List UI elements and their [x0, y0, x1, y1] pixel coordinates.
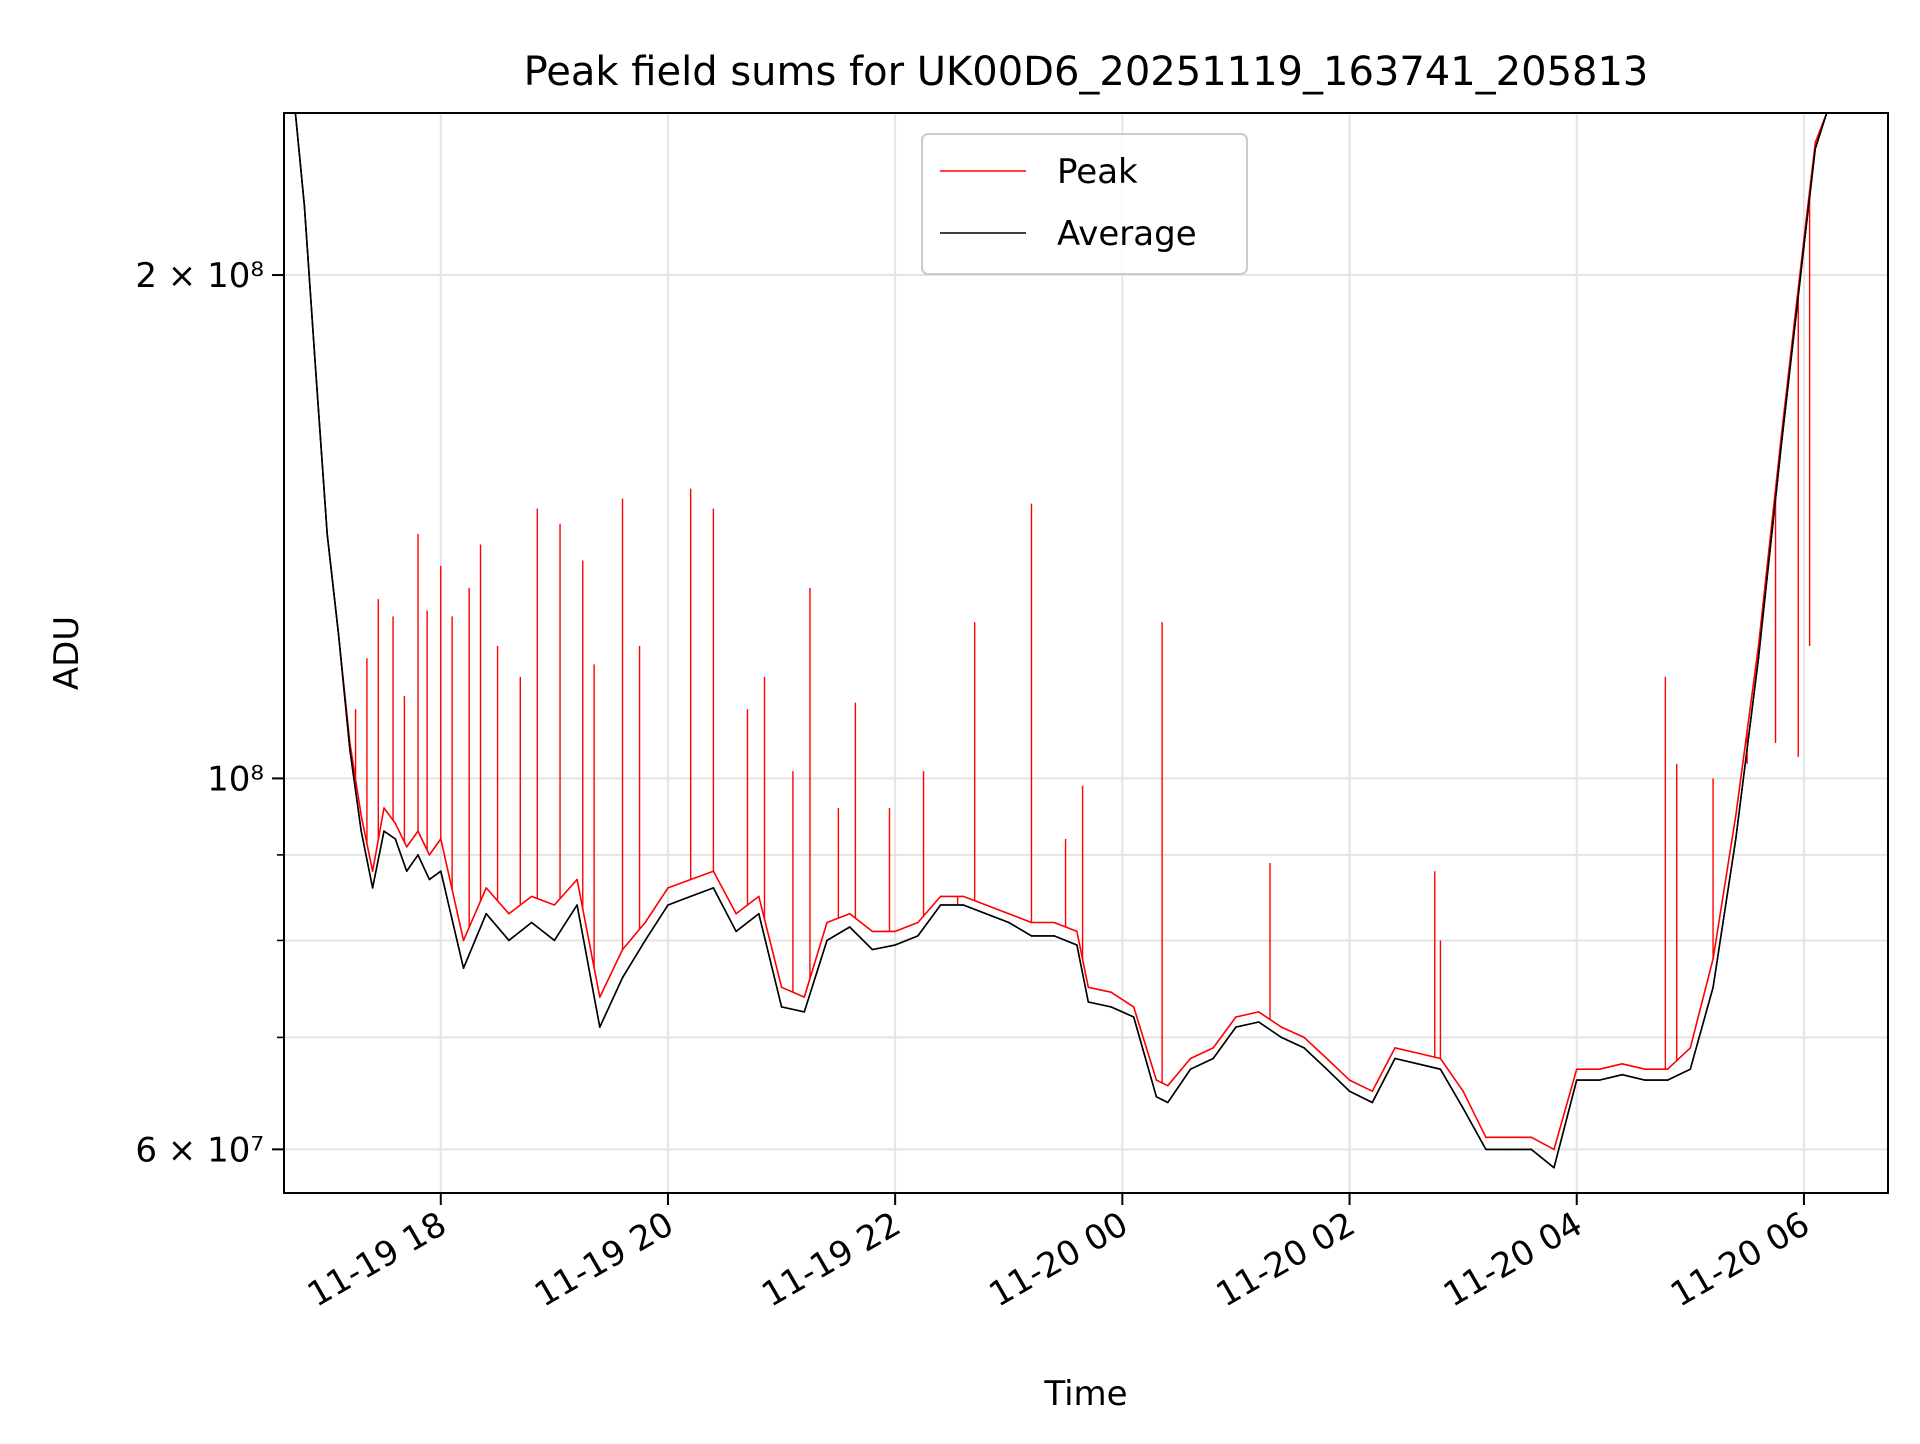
data-point-peak: [1189, 1057, 1192, 1060]
data-point-peak: [1394, 1047, 1396, 1049]
data-point-peak: [530, 895, 533, 898]
data-point-peak: [1110, 991, 1112, 993]
data-point-peak: [758, 895, 760, 898]
data-point-peak: [394, 822, 397, 825]
legend-average-label: Average: [1057, 214, 1197, 254]
series-line-average-overlay: [294, 113, 1861, 1169]
legend-peak-label: Peak: [1057, 152, 1138, 192]
data-point-peak: [939, 895, 942, 898]
data-point-peak: [1053, 921, 1055, 924]
data-point-peak: [871, 930, 874, 933]
data-point-peak: [428, 854, 431, 856]
data-point-peak: [360, 814, 363, 817]
chart-title: Peak field sums for UK00D6_20251119_1637…: [524, 49, 1649, 95]
data-point-peak: [1530, 1136, 1533, 1139]
data-point-peak: [405, 846, 408, 848]
data-point-peak: [1416, 1052, 1419, 1054]
data-point-peak: [1553, 1148, 1555, 1151]
data-point-peak: [1348, 1079, 1351, 1081]
data-point-peak: [1598, 1068, 1601, 1071]
data-point-peak: [1166, 1084, 1169, 1087]
data-point-peak: [1575, 1068, 1578, 1071]
data-point-peak: [962, 895, 965, 898]
data-point-peak: [848, 912, 851, 915]
data-point-peak: [383, 807, 385, 809]
y-tick-label: 10⁸: [207, 759, 264, 799]
data-point-peak: [553, 904, 556, 906]
series-line-peak: [294, 113, 1861, 1151]
data-point-peak: [644, 921, 647, 924]
data-point-peak: [1734, 814, 1737, 817]
data-point-peak: [1280, 1026, 1283, 1028]
data-point-peak: [1087, 986, 1090, 989]
data-point-peak: [462, 939, 465, 942]
data-point-peak: [917, 921, 919, 924]
data-point-peak: [1689, 1047, 1692, 1049]
y-tick-label: 6 × 10⁷: [135, 1130, 264, 1170]
data-point-peak: [803, 996, 806, 998]
data-point-peak: [1212, 1047, 1215, 1049]
data-point-peak: [1507, 1136, 1510, 1139]
data-point-peak: [371, 870, 374, 873]
data-point-peak: [1757, 645, 1760, 647]
data-point-peak: [1644, 1068, 1646, 1071]
plot-frame: [283, 112, 1889, 1194]
data-point-peak: [485, 887, 488, 889]
data-point-peak: [780, 986, 783, 989]
data-point-peak: [576, 878, 578, 881]
data-point-peak: [508, 912, 510, 915]
legend: Peak Average: [921, 133, 1248, 275]
y-tick-label: 2 × 10⁸: [135, 256, 264, 296]
data-point-peak: [667, 887, 669, 889]
y-axis: 2 × 10⁸ 10⁸ 6 × 10⁷: [135, 256, 284, 1170]
data-point-peak: [826, 921, 828, 924]
data-point-peak: [1257, 1011, 1260, 1013]
data-point-peak: [985, 904, 987, 906]
data-point-peak: [1303, 1036, 1305, 1039]
data-point-peak: [1814, 141, 1817, 144]
data-point-peak: [1235, 1016, 1237, 1018]
data-point-peak: [1007, 912, 1010, 915]
data-point-peak: [1326, 1057, 1328, 1060]
data-point-peak: [599, 996, 601, 998]
data-point-peak: [1621, 1063, 1623, 1065]
x-axis-label: Time: [1043, 1374, 1127, 1414]
data-point-peak: [735, 912, 737, 915]
data-point-peak: [1666, 1068, 1669, 1071]
series-layer: [294, 113, 1862, 1169]
grid-lines: [284, 113, 1888, 1193]
data-point-peak: [1462, 1090, 1464, 1093]
data-point-peak: [1076, 930, 1078, 933]
data-point-peak: [1371, 1090, 1374, 1093]
y-axis-label: ADU: [47, 616, 87, 690]
data-point-peak: [894, 930, 896, 933]
data-point-peak: [1485, 1136, 1487, 1139]
data-point-peak: [1132, 1006, 1135, 1008]
legend-box: [921, 133, 1248, 275]
data-point-peak: [1155, 1079, 1158, 1081]
